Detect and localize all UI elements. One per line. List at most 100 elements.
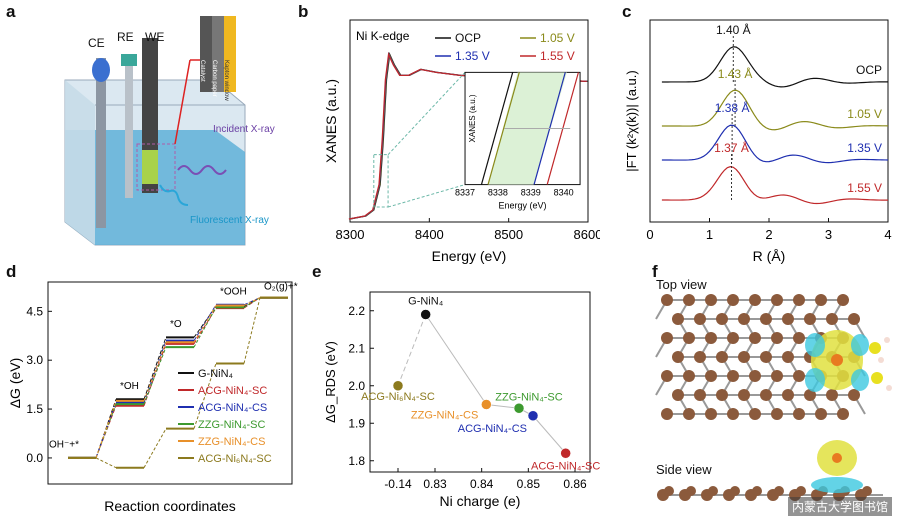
re-label: RE — [117, 30, 134, 44]
carbon-atom — [672, 351, 684, 363]
series-line — [661, 46, 889, 88]
point-label: ZZG-NiN₄-SC — [495, 391, 562, 403]
carbon-atom — [738, 351, 750, 363]
carbon-atom — [683, 294, 695, 306]
y-tick-label: 0.0 — [26, 451, 43, 465]
inset-series-line — [480, 72, 514, 185]
inset-x-tick-label: 8339 — [521, 188, 541, 198]
carbon-atom — [694, 313, 706, 325]
carbon-atom — [727, 370, 739, 382]
peak-label: 1.43 Å — [718, 66, 753, 81]
peak-label: 1.37 Å — [714, 140, 749, 155]
legend-label: OCP — [455, 31, 481, 45]
series-label: 1.05 V — [847, 107, 882, 121]
x-axis-label: Energy (eV) — [432, 248, 507, 264]
carbon-atom — [771, 294, 783, 306]
plot-frame — [349, 19, 589, 223]
carbon-atom — [848, 313, 860, 325]
carbon-paper-label: Carbon paper — [211, 60, 217, 97]
series-line — [661, 124, 889, 164]
energy-connector — [95, 402, 117, 459]
x-axis-label: Reaction coordinates — [104, 498, 236, 514]
panel-b-label: b — [298, 2, 309, 21]
legend-label: ACG-NiN₄-SC — [198, 385, 267, 397]
fluorescent-xray-label: Fluorescent X-ray — [190, 215, 269, 226]
trend-arrow — [532, 415, 567, 454]
gds-vs-charge-chart: -0.14 0.83 0.84 0.85 0.86 1.8 1.9 2.0 2.1 2.2 Ni c… — [323, 291, 600, 509]
y-tick-label: 1.9 — [348, 416, 365, 430]
x-axis-label: Ni charge (e) — [440, 493, 521, 509]
energy-connector — [193, 363, 217, 429]
y-axis-label: ΔG_RDS (eV) — [323, 341, 338, 423]
y-axis-label: ΔG (eV) — [7, 358, 23, 409]
data-point — [560, 448, 571, 459]
carbon-atom — [727, 294, 739, 306]
x-tick-label: 8400 — [415, 227, 444, 242]
legend-label: 1.35 V — [455, 49, 490, 63]
state-label: *OOH — [220, 286, 247, 297]
legend-label: ACG-NiN₄-CS — [198, 402, 267, 414]
ft-exafs-chart: 0 1 2 3 4 R (Å) |FT (k²χ(k))| (a.u.) 1.40 Å OCP 1… — [624, 19, 892, 264]
legend-label: G-NiN₄ — [198, 368, 234, 380]
carbon-atom — [661, 408, 673, 420]
ce-label: CE — [88, 36, 105, 50]
inset-x-tick-label: 8337 — [455, 188, 475, 198]
charge-density-lobe — [805, 368, 825, 392]
carbon-atom — [661, 332, 673, 344]
inset-series-line — [487, 72, 520, 185]
carbon-atom — [683, 370, 695, 382]
carbon-atom — [716, 389, 728, 401]
carbon-atom — [686, 486, 696, 496]
carbon-atom — [705, 332, 717, 344]
energy-connector — [95, 400, 117, 459]
point-label: ACG-NiN₄-CS — [458, 423, 527, 435]
y-axis-label: |FT (k²χ(k))| (a.u.) — [624, 70, 639, 171]
carbon-atom — [804, 389, 816, 401]
electrochemical-cell-schematic — [64, 16, 246, 246]
state-label: O₂(g)+* — [264, 281, 298, 292]
legend-label: ZZG-NiN₄-CS — [198, 436, 265, 448]
carbon-atom — [727, 408, 739, 420]
peak-label: 1.38 Å — [715, 100, 750, 115]
carbon-atom — [826, 313, 838, 325]
charge-density-lobe — [851, 334, 869, 356]
trend-arrow — [425, 314, 487, 405]
free-energy-diagram: 0.0 1.5 3.0 4.5 Reaction coordinates ΔG (eV) O… — [7, 281, 298, 514]
top-view-label: Top view — [656, 277, 707, 292]
y-tick-label: 1.5 — [26, 402, 43, 416]
x-tick-label: 2 — [765, 227, 772, 242]
x-tick-label: 8600 — [574, 227, 600, 242]
series-label: OCP — [856, 63, 882, 77]
incident-xray-label: Incident X-ray — [213, 124, 275, 135]
point-label: G-NiN₄ — [408, 296, 444, 308]
carbon-atom — [837, 408, 849, 420]
energy-connector — [143, 337, 167, 400]
carbon-atom — [705, 408, 717, 420]
x-tick-label: 0.83 — [423, 477, 447, 491]
nickel-atom — [832, 453, 842, 463]
y-tick-label: 2.1 — [348, 341, 365, 355]
carbon-atom — [862, 486, 872, 496]
energy-connector — [243, 297, 261, 308]
atomic-structure-views — [655, 294, 892, 501]
hydrogen-atom — [884, 337, 890, 343]
carbon-atom — [793, 294, 805, 306]
carbon-atom — [782, 351, 794, 363]
carbon-atom — [796, 486, 806, 496]
carbon-atom — [749, 370, 761, 382]
carbon-atom — [738, 313, 750, 325]
carbon-atom — [793, 332, 805, 344]
hydrogen-atom — [886, 385, 892, 391]
carbon-atom — [782, 389, 794, 401]
carbon-atom — [672, 313, 684, 325]
charge-density-lobe — [811, 477, 863, 493]
series-label: 1.55 V — [847, 181, 882, 195]
plot-frame — [369, 291, 591, 473]
inner-title: Ni K-edge — [356, 29, 410, 43]
data-point — [420, 309, 431, 320]
series-label: 1.35 V — [847, 141, 882, 155]
carbon-atom — [752, 486, 762, 496]
charge-density-lobe — [851, 369, 869, 391]
carbon-atom — [815, 408, 827, 420]
y-axis-label: XANES (a.u.) — [323, 79, 339, 163]
